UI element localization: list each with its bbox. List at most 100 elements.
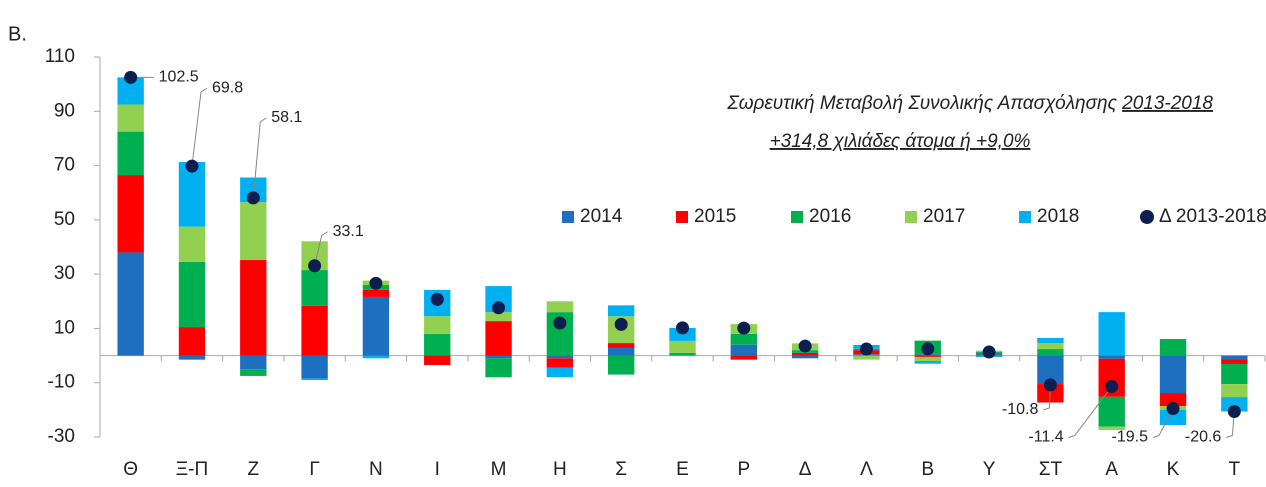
data-label: -10.8: [1002, 401, 1039, 418]
bar-segment: [362, 355, 390, 359]
x-tick-label: Ι: [435, 459, 440, 480]
dot: [737, 321, 751, 335]
bar-segment: [178, 162, 206, 227]
bar-segment: [669, 340, 696, 353]
bar-segment: [117, 252, 144, 356]
bar-segment: [1221, 355, 1248, 360]
bar-segment: [485, 358, 512, 378]
bar-segment: [1098, 355, 1125, 359]
bar-segment: [424, 316, 451, 334]
legend-label: 2015: [694, 206, 736, 227]
dot: [982, 345, 996, 359]
legend-marker: [905, 211, 917, 223]
dot: [369, 276, 383, 290]
data-label: 58.1: [271, 109, 302, 126]
x-tick-label: Μ: [491, 459, 507, 480]
y-tick-label: 10: [54, 317, 75, 338]
dot: [1227, 404, 1241, 418]
dot: [1105, 380, 1119, 394]
leader-line: [1152, 408, 1174, 438]
bar-segment: [301, 355, 328, 379]
bar-segment: [178, 261, 206, 328]
dot: [124, 70, 138, 84]
dot: [921, 342, 935, 356]
bar-segment: [178, 327, 206, 356]
x-tick-label: Γ: [309, 459, 319, 480]
bar-segment: [240, 260, 267, 356]
dot: [308, 259, 322, 273]
dot: [430, 292, 444, 306]
x-tick-label: Σ: [615, 459, 627, 480]
legend-marker: [1140, 210, 1154, 224]
dot: [185, 159, 199, 173]
bar-segment: [914, 356, 941, 361]
y-tick-label: 90: [54, 100, 75, 121]
legend-marker: [791, 211, 803, 223]
bar-segment: [1221, 397, 1248, 412]
bar-segment: [546, 358, 574, 368]
y-tick-label: 30: [54, 263, 75, 284]
bar-segment: [791, 355, 819, 359]
bar-segment: [853, 355, 880, 360]
legend-label: 2016: [809, 206, 851, 227]
bar-segment: [546, 355, 574, 359]
bar-segment: [1221, 359, 1248, 364]
x-tick-label: Α: [1105, 459, 1118, 480]
data-label: -11.4: [1028, 429, 1063, 446]
bar-segment: [301, 378, 328, 380]
leader-line: [191, 87, 208, 167]
bar-segment: [791, 352, 819, 356]
x-tick-label: Ρ: [737, 459, 750, 480]
legend-label: 2017: [923, 206, 965, 227]
bar-segment: [730, 344, 757, 356]
dot: [1043, 378, 1057, 392]
annotation: Σωρευτική Μεταβολή Συνολικής Απασχόλησης…: [726, 93, 1213, 114]
bar-segment: [362, 296, 390, 356]
bar-segment: [608, 305, 635, 317]
x-tick-label: Λ: [860, 459, 873, 480]
data-label: -19.5: [1112, 429, 1149, 446]
bar-segment: [178, 355, 206, 360]
panel-label: Β.: [8, 23, 27, 45]
bar-segment: [1037, 337, 1064, 344]
bar-segment: [485, 355, 512, 359]
dot: [246, 191, 260, 205]
bar-segment: [240, 202, 267, 261]
annotation-text: Σωρευτική Μεταβολή Συνολικής Απασχόλησης: [726, 93, 1117, 114]
bar-segment: [1221, 384, 1248, 398]
bar-segment: [730, 333, 757, 345]
y-tick-label: 50: [54, 209, 75, 230]
legend-marker: [562, 211, 574, 223]
bar-segment: [1159, 339, 1187, 356]
bar-segment: [301, 270, 328, 306]
legend-label: Δ 2013-2018: [1159, 206, 1266, 227]
legend-label: 2018: [1037, 206, 1079, 227]
y-tick-label: 70: [54, 155, 75, 176]
x-tick-label: Η: [553, 459, 567, 480]
x-tick-label: Δ: [799, 459, 812, 480]
legend-marker: [1019, 211, 1031, 223]
bar-segment: [301, 305, 328, 356]
bar-segment: [424, 355, 451, 366]
dot: [798, 339, 812, 353]
bar-segment: [914, 355, 941, 357]
bar-segment: [1098, 426, 1125, 430]
bar-segment: [608, 343, 635, 348]
data-label: -20.6: [1185, 429, 1222, 446]
legend-marker: [676, 211, 688, 223]
dot: [553, 316, 567, 330]
bar-segment: [669, 327, 696, 341]
bar-segment: [669, 352, 696, 356]
x-tick-label: Υ: [983, 459, 996, 480]
bar-segment: [485, 321, 512, 356]
x-tick-label: Κ: [1167, 459, 1180, 480]
bar-segment: [608, 355, 635, 375]
bar-segment: [117, 131, 144, 176]
x-tick-label: ΣΤ: [1039, 459, 1063, 480]
bar-segment: [240, 369, 267, 376]
bar-segment: [117, 175, 144, 253]
x-tick-label: Θ: [123, 459, 138, 480]
x-tick-label: Ζ: [247, 459, 259, 480]
dot: [614, 317, 628, 331]
